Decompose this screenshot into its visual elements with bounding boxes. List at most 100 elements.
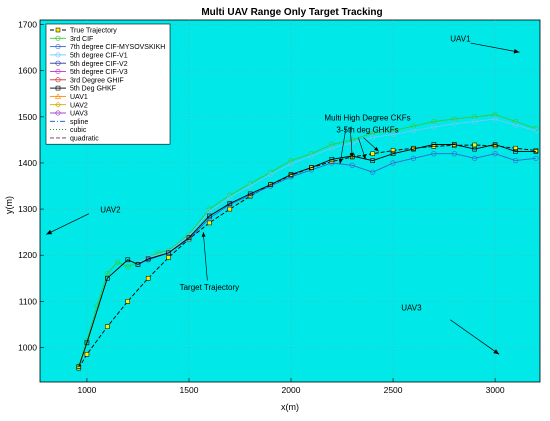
data-point bbox=[329, 141, 335, 148]
data-point bbox=[451, 121, 457, 127]
data-point bbox=[104, 271, 110, 277]
legend-label: UAV1 bbox=[70, 94, 88, 101]
data-point bbox=[370, 169, 376, 175]
x-tick-label: 1000 bbox=[77, 385, 96, 395]
legend-label: spline bbox=[70, 119, 88, 126]
data-point bbox=[76, 364, 82, 370]
arrow-uav2 bbox=[45, 213, 90, 235]
y-tick-label: 1700 bbox=[18, 20, 37, 30]
arrow-uav1 bbox=[470, 42, 520, 54]
y-tick-label: 1300 bbox=[18, 204, 37, 214]
data-point bbox=[288, 161, 294, 167]
arrow-head bbox=[362, 154, 366, 160]
series-5th-deg-ghkf bbox=[76, 142, 539, 370]
data-point bbox=[165, 250, 172, 256]
legend-label: 5th degree CIF-V1 bbox=[70, 53, 128, 60]
data-point bbox=[533, 149, 539, 154]
legend-item-uav3: UAV3 bbox=[50, 110, 88, 118]
legend-label: UAV3 bbox=[70, 111, 88, 118]
legend-marker bbox=[55, 44, 61, 50]
arrow-layer bbox=[45, 42, 520, 355]
data-point bbox=[155, 250, 161, 256]
legend-marker bbox=[55, 52, 61, 58]
data-point bbox=[186, 235, 192, 240]
data-point bbox=[329, 160, 335, 166]
legend-label: 5th degree CIF-V3 bbox=[70, 69, 128, 76]
x-tick-label: 1500 bbox=[180, 385, 199, 395]
data-point bbox=[105, 324, 110, 329]
legend-marker bbox=[55, 110, 61, 116]
annotation-multi-high-degree-ckfs: Multi High Degree CKFs bbox=[324, 114, 410, 123]
arrow-shaft bbox=[450, 319, 500, 355]
data-point bbox=[125, 299, 131, 304]
data-point bbox=[390, 151, 396, 157]
annotation-uav3: UAV3 bbox=[401, 304, 422, 313]
legend-marker bbox=[55, 35, 61, 41]
legend-label: cubic bbox=[70, 127, 87, 134]
data-point bbox=[145, 275, 151, 281]
data-point bbox=[207, 220, 212, 226]
legend-marker bbox=[54, 93, 62, 99]
data-point bbox=[410, 128, 417, 134]
data-point bbox=[370, 151, 375, 156]
data-point bbox=[247, 183, 253, 189]
annotation-uav2: UAV2 bbox=[100, 205, 121, 214]
legend-box bbox=[45, 23, 171, 145]
data-point bbox=[370, 158, 375, 163]
legend-marker bbox=[55, 27, 61, 33]
data-point bbox=[166, 250, 171, 256]
data-point bbox=[431, 142, 437, 147]
y-tick-label: 1000 bbox=[18, 342, 37, 352]
legend-label: 7th degree CIF-MYSOVSKIKH bbox=[70, 44, 165, 51]
data-point bbox=[227, 201, 233, 206]
data-point bbox=[390, 160, 396, 166]
data-point bbox=[288, 172, 294, 177]
legend-label: 5th degree CIF-V2 bbox=[70, 61, 128, 68]
data-point bbox=[206, 208, 212, 214]
data-point bbox=[114, 259, 121, 265]
legend-item-7th-degree-cif-mysovskikh: 7th degree CIF-MYSOVSKIKH bbox=[50, 44, 165, 51]
series-7th-degree-cif-mysovskikh bbox=[135, 151, 539, 268]
arrow-shaft bbox=[202, 232, 208, 281]
data-point bbox=[492, 142, 498, 147]
legend-item-spline: spline bbox=[50, 119, 88, 126]
data-point bbox=[166, 255, 171, 260]
legend-label: 3rd Degree GHIF bbox=[70, 77, 124, 84]
pointer-arrow bbox=[338, 126, 347, 164]
annotation-uav1: UAV1 bbox=[450, 35, 471, 44]
data-point bbox=[472, 118, 478, 125]
legend-label: True Trajectory bbox=[70, 28, 117, 35]
data-point bbox=[329, 156, 335, 162]
data-point bbox=[513, 149, 518, 154]
data-point bbox=[135, 262, 141, 267]
annotation-layer: Multi High Degree CKFs 3-5th deg GHKFs Tar… bbox=[100, 35, 471, 313]
data-point bbox=[472, 142, 477, 148]
annotation-target-trajectory: Target Trajectory bbox=[180, 283, 240, 292]
legend-marker bbox=[55, 77, 61, 83]
data-point bbox=[207, 213, 212, 219]
y-axis-label: y(m) bbox=[4, 196, 14, 214]
legend-item-3rd-degree-ghif: 3rd Degree GHIF bbox=[50, 77, 124, 84]
arrow-shaft bbox=[45, 213, 90, 235]
data-point bbox=[227, 194, 233, 201]
data-point bbox=[125, 264, 131, 270]
series-line bbox=[78, 144, 536, 367]
x-axis-label: x(m) bbox=[281, 402, 299, 412]
data-point bbox=[492, 151, 498, 157]
legend-item-5th-degree-cif-v3: 5th degree CIF-V3 bbox=[50, 69, 128, 76]
data-point bbox=[247, 191, 253, 197]
arrow-shaft bbox=[470, 42, 520, 53]
data-point bbox=[492, 116, 498, 122]
data-point bbox=[84, 340, 90, 346]
data-point bbox=[533, 128, 539, 134]
data-point bbox=[329, 145, 335, 151]
arrow-head bbox=[338, 159, 343, 164]
legend-label: 5th Deg GHKF bbox=[70, 86, 116, 93]
data-point bbox=[411, 146, 416, 152]
arrow-head bbox=[201, 232, 206, 237]
data-point bbox=[533, 155, 539, 161]
data-point bbox=[390, 148, 396, 153]
legend-item-uav2: UAV2 bbox=[50, 101, 88, 109]
